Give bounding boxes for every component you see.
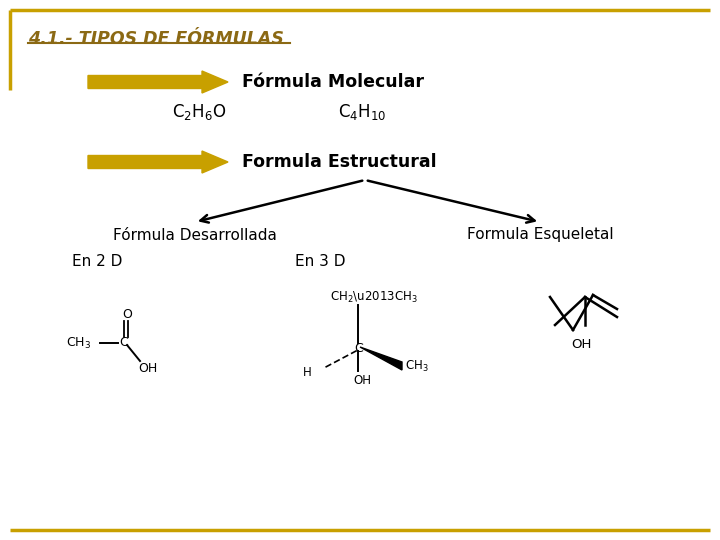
Text: OH: OH bbox=[138, 362, 157, 375]
Text: C$_2$H$_6$O: C$_2$H$_6$O bbox=[172, 102, 226, 122]
Text: 4.1.- TIPOS DE FÓRMULAS: 4.1.- TIPOS DE FÓRMULAS bbox=[28, 30, 284, 48]
Text: En 3 D: En 3 D bbox=[295, 254, 346, 269]
Polygon shape bbox=[360, 347, 402, 370]
Text: CH$_3$: CH$_3$ bbox=[66, 335, 91, 350]
Text: Formula Esqueletal: Formula Esqueletal bbox=[467, 227, 613, 242]
Text: CH$_2$\u2013CH$_3$: CH$_2$\u2013CH$_3$ bbox=[330, 289, 418, 305]
Text: H: H bbox=[303, 367, 312, 380]
Text: C: C bbox=[119, 336, 127, 349]
Text: C: C bbox=[354, 342, 363, 355]
Text: OH: OH bbox=[353, 375, 371, 388]
Text: En 2 D: En 2 D bbox=[72, 254, 122, 269]
Text: OH: OH bbox=[571, 338, 591, 350]
Text: Formula Estructural: Formula Estructural bbox=[242, 153, 436, 171]
Text: Fórmula Desarrollada: Fórmula Desarrollada bbox=[113, 227, 277, 242]
Text: CH$_3$: CH$_3$ bbox=[405, 359, 428, 374]
Text: Fórmula Molecular: Fórmula Molecular bbox=[242, 73, 424, 91]
Text: C$_4$H$_{10}$: C$_4$H$_{10}$ bbox=[338, 102, 387, 122]
FancyArrow shape bbox=[88, 151, 228, 173]
Text: O: O bbox=[122, 308, 132, 321]
FancyArrow shape bbox=[88, 71, 228, 93]
